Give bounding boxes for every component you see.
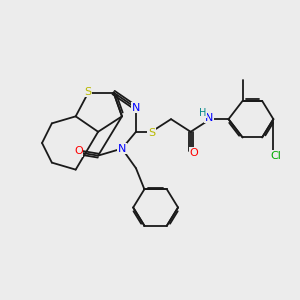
- Text: O: O: [74, 146, 83, 156]
- Text: N: N: [132, 103, 140, 113]
- Text: S: S: [85, 87, 92, 97]
- Text: Cl: Cl: [271, 151, 282, 160]
- Text: N: N: [118, 144, 126, 154]
- Text: S: S: [148, 128, 155, 138]
- Text: O: O: [189, 148, 198, 158]
- Text: H: H: [199, 108, 206, 118]
- Text: N: N: [205, 113, 213, 123]
